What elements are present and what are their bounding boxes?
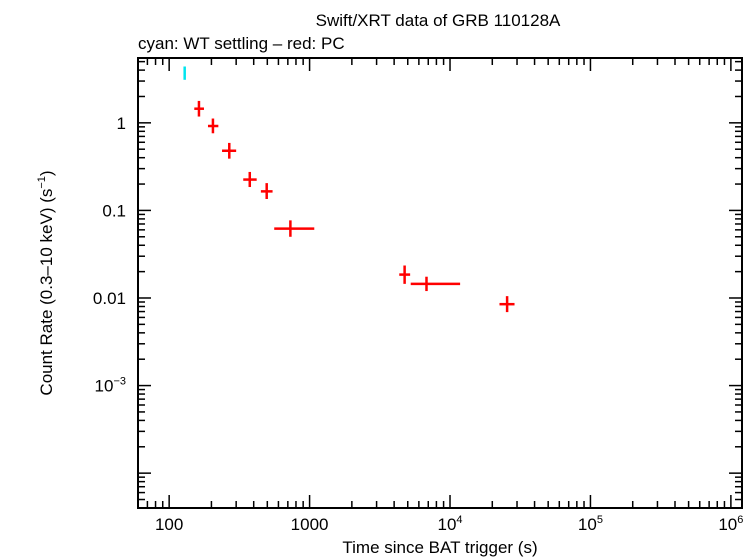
y-tick-labels: 1 0.1 0.01 10−3: [93, 114, 126, 396]
data-point: [410, 276, 461, 292]
x-tick-label: 1000: [291, 515, 329, 534]
x-tick-label: 104: [437, 514, 462, 534]
y-axis-label: Count Rate (0.3–10 keV) (s−1): [36, 170, 56, 395]
data-point: [207, 118, 219, 134]
data-point: [399, 265, 411, 284]
y-tick-label: 1: [117, 114, 126, 133]
x-tick-label: 106: [718, 514, 743, 534]
series-pc: [194, 100, 515, 313]
chart-title: Swift/XRT data of GRB 110128A: [316, 11, 561, 30]
data-points: [183, 66, 515, 313]
x-tick-labels: 100 1000 104 105 106: [155, 514, 743, 534]
y-tick-label: 10−3: [95, 376, 126, 396]
y-axis-label-sup: −1: [36, 176, 48, 189]
data-point: [194, 100, 204, 117]
data-point: [260, 183, 273, 200]
data-point: [222, 142, 237, 159]
y-axis-label-end: ): [37, 170, 56, 176]
series-wt-settling: [183, 66, 186, 80]
x-tick-label: 105: [578, 514, 603, 534]
data-point: [183, 66, 186, 80]
axis-ticks: [137, 58, 742, 509]
chart-subtitle: cyan: WT settling – red: PC: [138, 34, 345, 53]
data-point: [243, 171, 257, 188]
y-axis-label-main: Count Rate (0.3–10 keV) (s: [37, 189, 56, 396]
y-tick-label: 0.1: [102, 201, 126, 220]
x-tick-label: 100: [155, 515, 183, 534]
y-tick-label: 0.01: [93, 289, 126, 308]
x-axis-label: Time since BAT trigger (s): [342, 538, 537, 557]
plot-frame: [137, 57, 743, 509]
data-point: [274, 220, 315, 237]
data-point: [499, 296, 515, 313]
